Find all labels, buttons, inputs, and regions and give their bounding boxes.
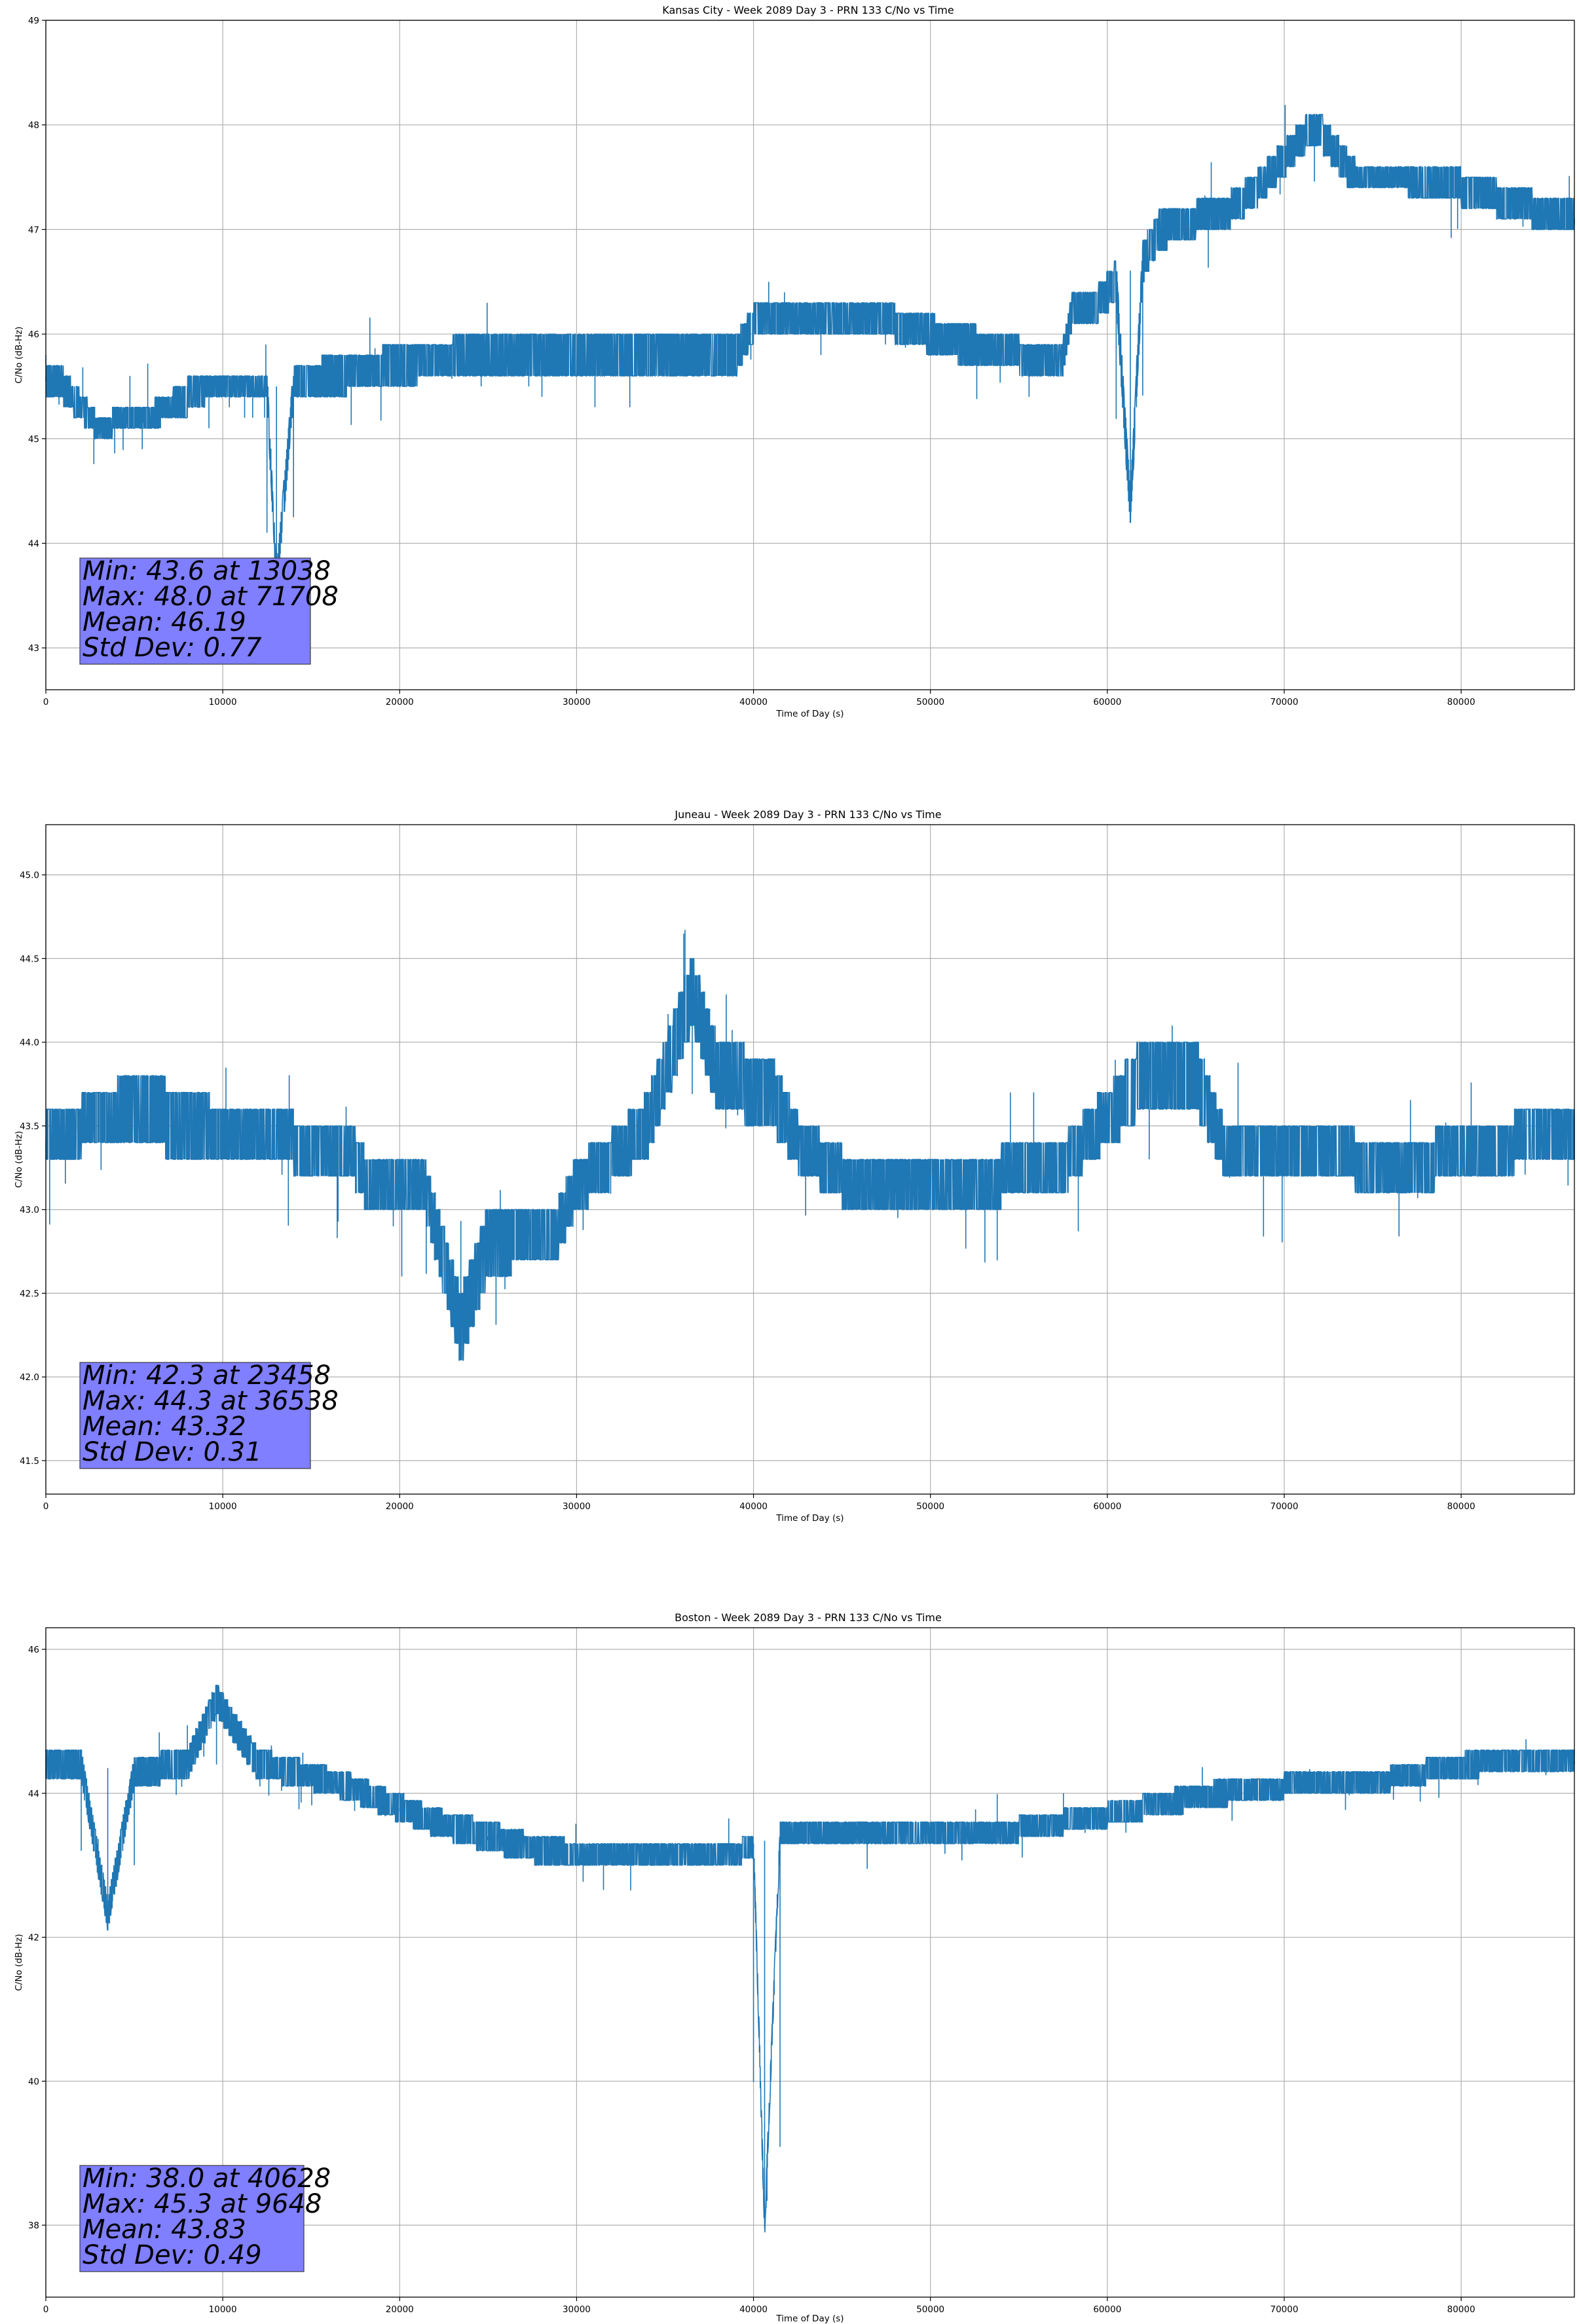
x-tick-label: 80000 [1447,697,1475,707]
y-tick-label: 44.0 [20,1038,39,1048]
x-tick-label: 60000 [1093,1501,1121,1512]
stats-box [79,557,311,665]
x-axis-label: Time of Day (s) [775,709,844,719]
tick-layer: 0 10000 20000 30000 40000 50000 60000 70000 8000… [20,871,1475,1512]
chart-juneau: Juneau - Week 2089 Day 3 - PRN 133 C/No … [14,808,1575,1524]
y-tick-label: 48 [28,121,39,131]
stats-std: Std Dev: 0.77 [83,633,262,663]
y-tick-label: 42 [28,1933,39,1943]
series-line [45,105,1575,597]
stats-mean: Mean: 43.32 [83,1412,246,1442]
stats-annotation: Min: 43.6 at 13038 Max: 48.0 at 71708 Me… [79,556,339,665]
y-tick-label: 42.5 [20,1288,39,1299]
stats-mean: Mean: 43.83 [83,2215,246,2245]
x-tick-label: 70000 [1270,697,1298,707]
x-tick-label: 0 [43,2304,49,2315]
x-tick-label: 30000 [563,2304,591,2315]
x-tick-label: 60000 [1093,2304,1121,2315]
chart-boston: Boston - Week 2089 Day 3 - PRN 133 C/No … [14,1611,1575,2324]
y-tick-label: 40 [28,2076,39,2087]
data-layer [45,105,1575,597]
plot-frame [45,20,1575,690]
stats-std: Std Dev: 0.31 [83,1437,262,1467]
y-tick-label: 42.0 [20,1372,39,1383]
x-tick-label: 50000 [916,1501,944,1512]
stats-max: Max: 45.3 at 9648 [83,2189,322,2219]
y-axis-label: C/No (dB-Hz) [14,1934,24,1991]
tick-layer: 0 10000 20000 30000 40000 50000 60000 70000 8000… [28,16,1475,707]
y-tick-label: 47 [28,225,39,235]
stats-max: Max: 44.3 at 36538 [83,1386,339,1416]
grid-layer [45,1628,1574,2297]
y-tick-label: 44 [28,538,39,549]
stats-annotation: Min: 38.0 at 40628 Max: 45.3 at 9648 Mea… [79,2164,331,2272]
data-layer [45,929,1575,1361]
y-tick-label: 45.0 [20,871,39,881]
y-axis-label: C/No (dB-Hz) [14,1131,24,1188]
y-tick-label: 43 [28,643,39,654]
chart-kansas-city: Kansas City - Week 2089 Day 3 - PRN 133 … [14,4,1575,719]
x-tick-label: 0 [43,1501,49,1512]
series-line [45,1685,1575,2233]
x-axis-label: Time of Day (s) [775,2314,844,2324]
x-tick-label: 10000 [209,1501,237,1512]
x-axis-label: Time of Day (s) [775,1513,844,1524]
y-tick-label: 45 [28,434,39,445]
y-axis-label: C/No (dB-Hz) [14,326,24,383]
x-tick-label: 10000 [209,2304,237,2315]
stats-std: Std Dev: 0.49 [83,2240,262,2270]
x-tick-label: 60000 [1093,697,1121,707]
chart-title: Juneau - Week 2089 Day 3 - PRN 133 C/No … [674,808,941,821]
x-tick-label: 70000 [1270,1501,1298,1512]
stats-mean: Mean: 46.19 [83,607,246,637]
chart-title: Boston - Week 2089 Day 3 - PRN 133 C/No … [675,1611,942,1624]
y-tick-label: 41.5 [20,1456,39,1467]
x-tick-label: 20000 [386,697,414,707]
x-tick-label: 20000 [386,1501,414,1512]
x-tick-label: 50000 [916,697,944,707]
y-tick-label: 49 [28,16,39,26]
series-line [45,929,1575,1361]
data-layer [45,1685,1575,2233]
tick-layer: 0 10000 20000 30000 40000 50000 60000 70000 8000… [28,1645,1475,2315]
x-tick-label: 20000 [386,2304,414,2315]
y-tick-label: 43.0 [20,1205,39,1216]
y-tick-label: 44.5 [20,954,39,964]
stats-box [79,2165,305,2272]
stats-min: Min: 38.0 at 40628 [83,2164,331,2194]
y-tick-label: 46 [28,329,39,340]
x-tick-label: 40000 [739,1501,768,1512]
stats-min: Min: 42.3 at 23458 [83,1360,331,1391]
stats-max: Max: 48.0 at 71708 [83,582,339,612]
x-tick-label: 50000 [916,2304,944,2315]
x-tick-label: 40000 [739,697,768,707]
y-tick-label: 44 [28,1789,39,1799]
x-tick-label: 80000 [1447,2304,1475,2315]
plot-frame [45,1627,1575,2298]
x-tick-label: 30000 [563,1501,591,1512]
chart-title: Kansas City - Week 2089 Day 3 - PRN 133 … [662,4,954,16]
y-tick-label: 46 [28,1645,39,1655]
x-tick-label: 70000 [1270,2304,1298,2315]
stats-annotation: Min: 42.3 at 23458 Max: 44.3 at 36538 Me… [79,1360,339,1469]
x-tick-label: 80000 [1447,1501,1475,1512]
x-tick-label: 40000 [739,2304,768,2315]
y-tick-label: 43.5 [20,1121,39,1132]
stats-box [79,1362,311,1469]
y-tick-label: 38 [28,2221,39,2231]
x-tick-label: 10000 [209,697,237,707]
plot-frame [45,824,1575,1495]
x-tick-label: 30000 [563,697,591,707]
x-tick-label: 0 [43,697,49,707]
stats-min: Min: 43.6 at 13038 [83,556,331,586]
